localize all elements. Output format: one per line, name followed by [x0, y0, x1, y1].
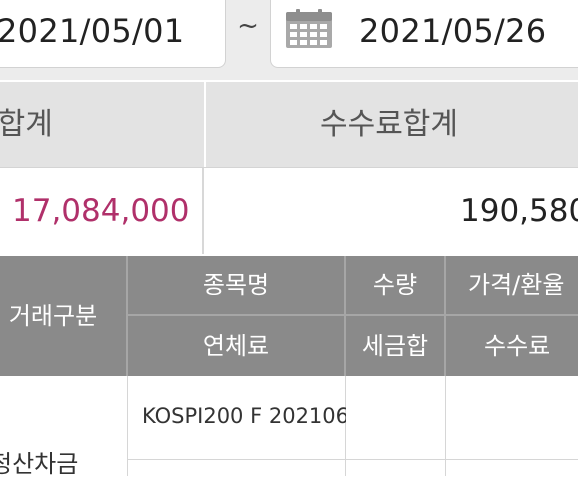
col-header-fee: 수수료	[446, 316, 578, 376]
summary-left-value: 17,084,000	[12, 193, 190, 229]
col-header-late-fee-label: 연체료	[202, 332, 270, 360]
col-header-price-label: 가격/환율	[468, 271, 565, 299]
start-date-text: 2021/05/01	[0, 12, 185, 50]
summary-fee-header: 수수료합계	[206, 82, 578, 168]
col-header-late-fee: 연체료	[128, 316, 346, 376]
col-header-name: 종목명	[128, 256, 346, 316]
col-header-tax-label: 세금합	[361, 332, 429, 360]
row-fee-cell	[446, 460, 578, 476]
summary-divider	[0, 167, 578, 168]
summary-left-header-label: 금합계	[0, 107, 53, 142]
table-row[interactable]: 정산차금	[0, 376, 128, 478]
col-header-trade-type-label: 거래구분	[8, 302, 98, 330]
col-header-fee-label: 수수료	[484, 332, 551, 360]
calendar-icon[interactable]	[285, 9, 333, 49]
col-header-qty-label: 수량	[372, 271, 418, 299]
summary-left-value-cell: 17,084,000	[0, 168, 204, 254]
row-late-fee-cell	[128, 460, 346, 476]
date-separator: ~	[237, 11, 259, 41]
col-header-trade-type: 거래구분	[0, 256, 128, 376]
row-name-cell[interactable]: KOSPI200 F 202106	[128, 376, 350, 460]
col-header-price: 가격/환율	[446, 256, 578, 316]
row-tax-cell	[346, 460, 446, 476]
row-name: KOSPI200 F 202106	[142, 404, 350, 428]
end-date-text: 2021/05/26	[359, 12, 547, 50]
summary-fee-header-label: 수수료합계	[320, 107, 458, 142]
end-date-field[interactable]: 2021/05/26	[270, 0, 578, 68]
summary-fee-value-cell: 190,580	[206, 168, 578, 254]
col-header-name-label: 종목명	[202, 271, 270, 299]
row-trade-type: 정산차금	[0, 450, 79, 478]
start-date-field[interactable]: 2021/05/01	[0, 0, 226, 68]
date-range-bar: 2021/05/01 ~ 2021/05/26	[0, 0, 578, 80]
col-header-qty: 수량	[346, 256, 446, 316]
row-price-cell	[446, 376, 578, 460]
summary-left-header: 금합계	[0, 82, 204, 168]
col-header-tax: 세금합	[346, 316, 446, 376]
row-qty-cell	[346, 376, 446, 460]
summary-fee-value: 190,580	[460, 193, 578, 229]
